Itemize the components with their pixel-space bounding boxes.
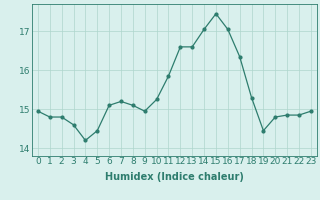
X-axis label: Humidex (Indice chaleur): Humidex (Indice chaleur) [105, 172, 244, 182]
